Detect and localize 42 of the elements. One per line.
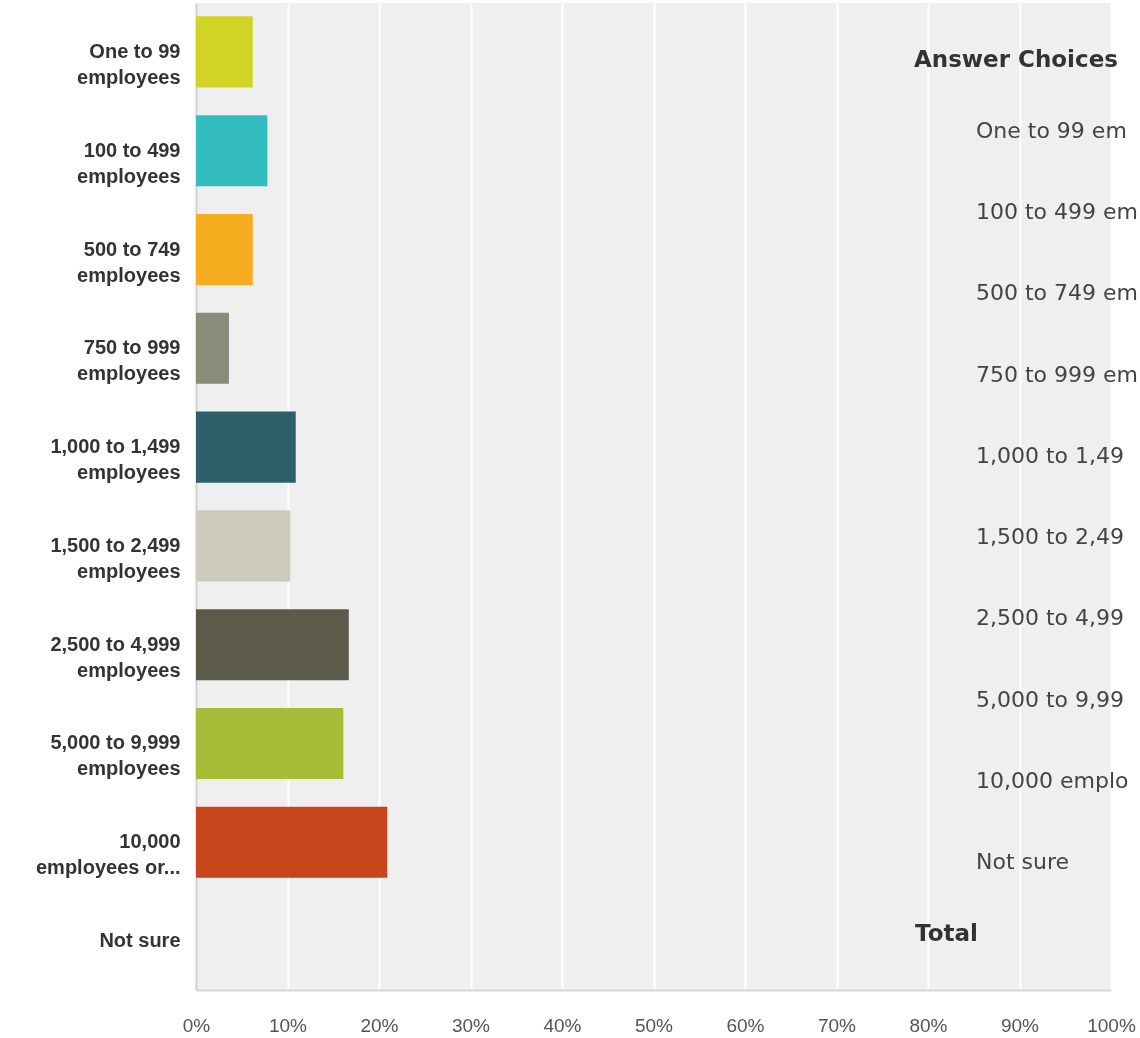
x-tick-label: 30% (451, 1014, 491, 1036)
bar (196, 312, 229, 384)
annotation: 2,500 to 4,99 (976, 605, 1125, 631)
y-tick-label: 100 to 499 employees (77, 138, 181, 187)
bar (196, 411, 296, 483)
x-tick-label: 90% (1000, 1014, 1040, 1036)
y-tick-label: 10,000 employees or... (35, 830, 181, 879)
bar (196, 806, 388, 878)
x-tick-label: 40% (543, 1014, 582, 1036)
y-tick-label: 1,500 to 2,499 employees (50, 533, 181, 582)
annotation: 750 to 999 em (976, 361, 1139, 387)
y-tick-label: 1,000 to 1,499 employees (50, 435, 181, 484)
bar (196, 115, 268, 187)
y-tick-label: 5,000 to 9,999 employees (50, 731, 181, 780)
annotation: Total (915, 920, 978, 946)
annotation: 100 to 499 em (976, 198, 1139, 224)
annotation: Answer Choices (914, 45, 1118, 72)
x-tick-label: 60% (726, 1014, 765, 1036)
y-tick-label: Not sure (99, 929, 181, 952)
bar (196, 16, 253, 88)
y-tick-label: 2,500 to 4,999 employees (50, 632, 181, 681)
x-tick-label: 10% (268, 1014, 308, 1036)
annotation: 500 to 749 em (976, 280, 1139, 306)
x-tick-label: 80% (909, 1014, 948, 1036)
annotation: 1,500 to 2,49 (976, 524, 1125, 550)
y-tick-label: 750 to 999 employees (77, 336, 181, 385)
x-tick-label: 70% (817, 1014, 857, 1036)
bar (196, 707, 344, 780)
y-tick-label: One to 99 employees (77, 39, 181, 88)
bar (196, 213, 253, 286)
x-tick-label: 20% (360, 1014, 399, 1036)
bar (196, 609, 349, 681)
annotation: One to 99 em (976, 117, 1127, 143)
annotation: 5,000 to 9,99 (976, 686, 1125, 712)
annotation: 1,000 to 1,49 (976, 442, 1125, 468)
x-tick-label: 50% (634, 1014, 674, 1036)
x-tick-label: 0% (182, 1014, 211, 1036)
x-tick-label: 100% (1087, 1014, 1136, 1036)
y-tick-label: 500 to 749 employees (77, 237, 181, 286)
annotation: 10,000 emplo (976, 768, 1129, 794)
bar (196, 510, 291, 582)
annotation: Not sure (976, 849, 1070, 875)
